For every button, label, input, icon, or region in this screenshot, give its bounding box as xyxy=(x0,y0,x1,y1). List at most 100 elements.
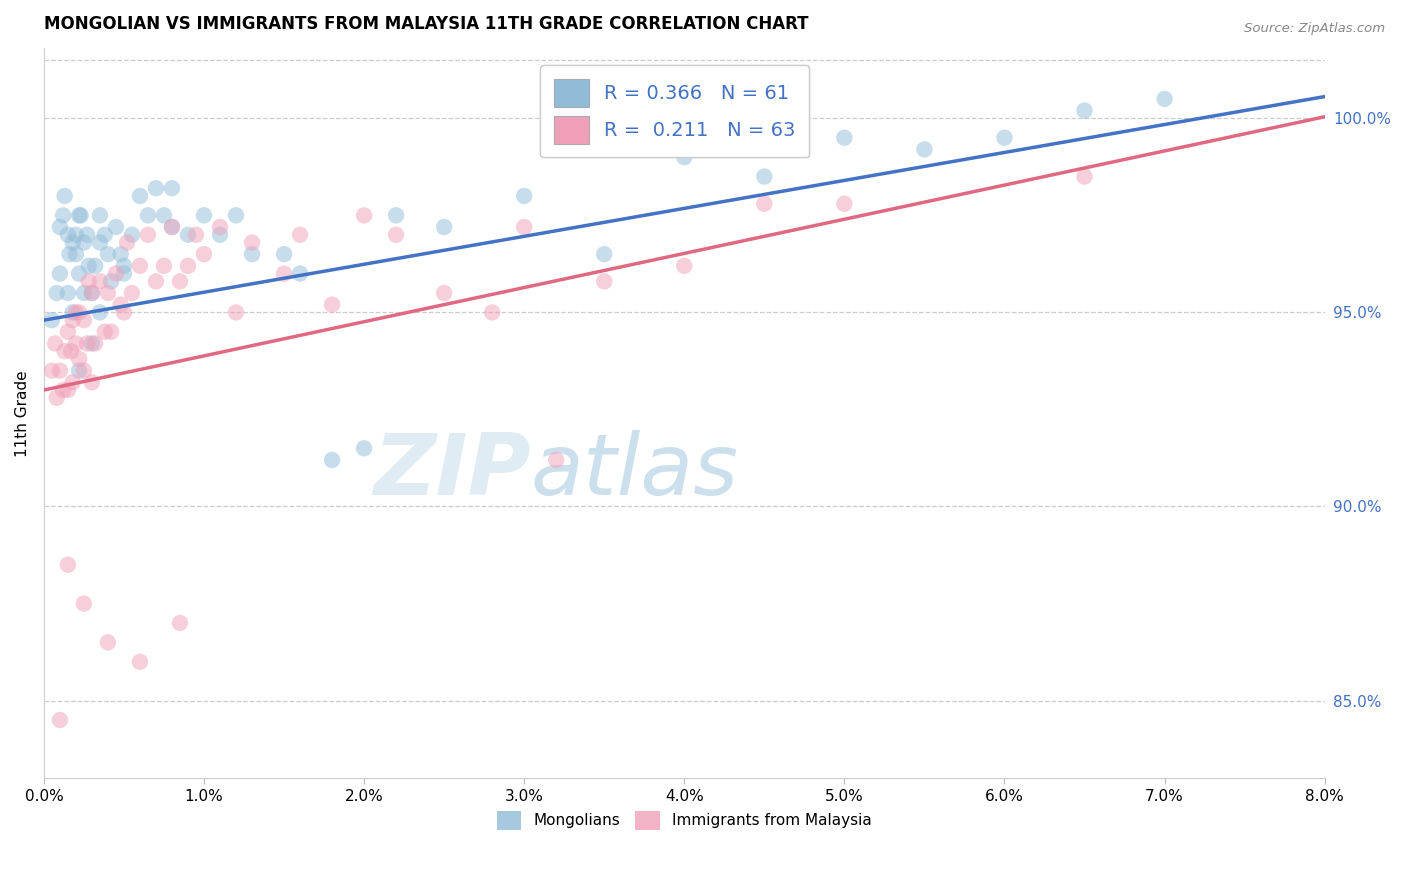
Point xyxy=(593,274,616,288)
Point xyxy=(273,247,295,261)
Point xyxy=(69,208,91,222)
Point xyxy=(912,142,935,156)
Point xyxy=(1073,103,1095,118)
Point xyxy=(112,267,135,281)
Point xyxy=(97,247,120,261)
Point xyxy=(100,325,122,339)
Point xyxy=(62,313,84,327)
Point xyxy=(145,181,167,195)
Point xyxy=(62,376,84,390)
Point xyxy=(115,235,138,250)
Point xyxy=(62,235,84,250)
Point xyxy=(89,235,111,250)
Point xyxy=(93,325,115,339)
Point xyxy=(49,364,72,378)
Point xyxy=(45,391,67,405)
Text: atlas: atlas xyxy=(530,430,738,513)
Point xyxy=(65,227,87,242)
Point xyxy=(546,453,568,467)
Point xyxy=(321,298,343,312)
Point xyxy=(45,285,67,300)
Point xyxy=(73,235,96,250)
Point xyxy=(53,344,76,359)
Point xyxy=(160,181,183,195)
Point xyxy=(754,169,776,184)
Point xyxy=(129,259,152,273)
Point xyxy=(104,267,127,281)
Point xyxy=(673,259,696,273)
Point xyxy=(288,227,311,242)
Y-axis label: 11th Grade: 11th Grade xyxy=(15,370,30,457)
Point xyxy=(385,208,408,222)
Point xyxy=(834,130,856,145)
Point xyxy=(160,219,183,234)
Point xyxy=(129,189,152,203)
Point xyxy=(110,247,132,261)
Point xyxy=(121,227,143,242)
Text: MONGOLIAN VS IMMIGRANTS FROM MALAYSIA 11TH GRADE CORRELATION CHART: MONGOLIAN VS IMMIGRANTS FROM MALAYSIA 11… xyxy=(44,15,808,33)
Point xyxy=(288,267,311,281)
Point xyxy=(56,558,79,572)
Point xyxy=(136,208,159,222)
Point xyxy=(110,298,132,312)
Point xyxy=(84,259,107,273)
Point xyxy=(177,259,200,273)
Point xyxy=(58,247,80,261)
Point xyxy=(160,219,183,234)
Point xyxy=(129,655,152,669)
Point xyxy=(41,313,63,327)
Point xyxy=(481,305,503,319)
Point xyxy=(240,235,263,250)
Point xyxy=(225,208,247,222)
Point xyxy=(754,196,776,211)
Point xyxy=(1073,169,1095,184)
Point xyxy=(208,227,231,242)
Point xyxy=(49,267,72,281)
Point xyxy=(67,351,90,366)
Point xyxy=(593,247,616,261)
Point xyxy=(44,336,66,351)
Point xyxy=(153,208,176,222)
Point xyxy=(89,208,111,222)
Point xyxy=(41,364,63,378)
Point xyxy=(193,247,215,261)
Point xyxy=(169,615,191,630)
Point xyxy=(240,247,263,261)
Point xyxy=(73,285,96,300)
Point xyxy=(184,227,207,242)
Point xyxy=(112,259,135,273)
Point xyxy=(67,208,90,222)
Point xyxy=(100,274,122,288)
Point xyxy=(89,274,111,288)
Point xyxy=(80,285,103,300)
Point xyxy=(65,305,87,319)
Point xyxy=(80,285,103,300)
Point xyxy=(193,208,215,222)
Point xyxy=(84,336,107,351)
Point xyxy=(169,274,191,288)
Text: Source: ZipAtlas.com: Source: ZipAtlas.com xyxy=(1244,22,1385,36)
Point xyxy=(353,442,375,456)
Point xyxy=(273,267,295,281)
Point xyxy=(89,305,111,319)
Point xyxy=(80,376,103,390)
Point xyxy=(56,285,79,300)
Point xyxy=(97,635,120,649)
Point xyxy=(77,274,100,288)
Point xyxy=(121,285,143,300)
Point xyxy=(177,227,200,242)
Point xyxy=(93,227,115,242)
Point xyxy=(73,364,96,378)
Point xyxy=(353,208,375,222)
Point xyxy=(67,364,90,378)
Point xyxy=(321,453,343,467)
Point xyxy=(145,274,167,288)
Point xyxy=(136,227,159,242)
Point xyxy=(834,196,856,211)
Point xyxy=(97,285,120,300)
Point xyxy=(673,150,696,164)
Point xyxy=(77,259,100,273)
Point xyxy=(67,267,90,281)
Point xyxy=(49,219,72,234)
Point xyxy=(513,219,536,234)
